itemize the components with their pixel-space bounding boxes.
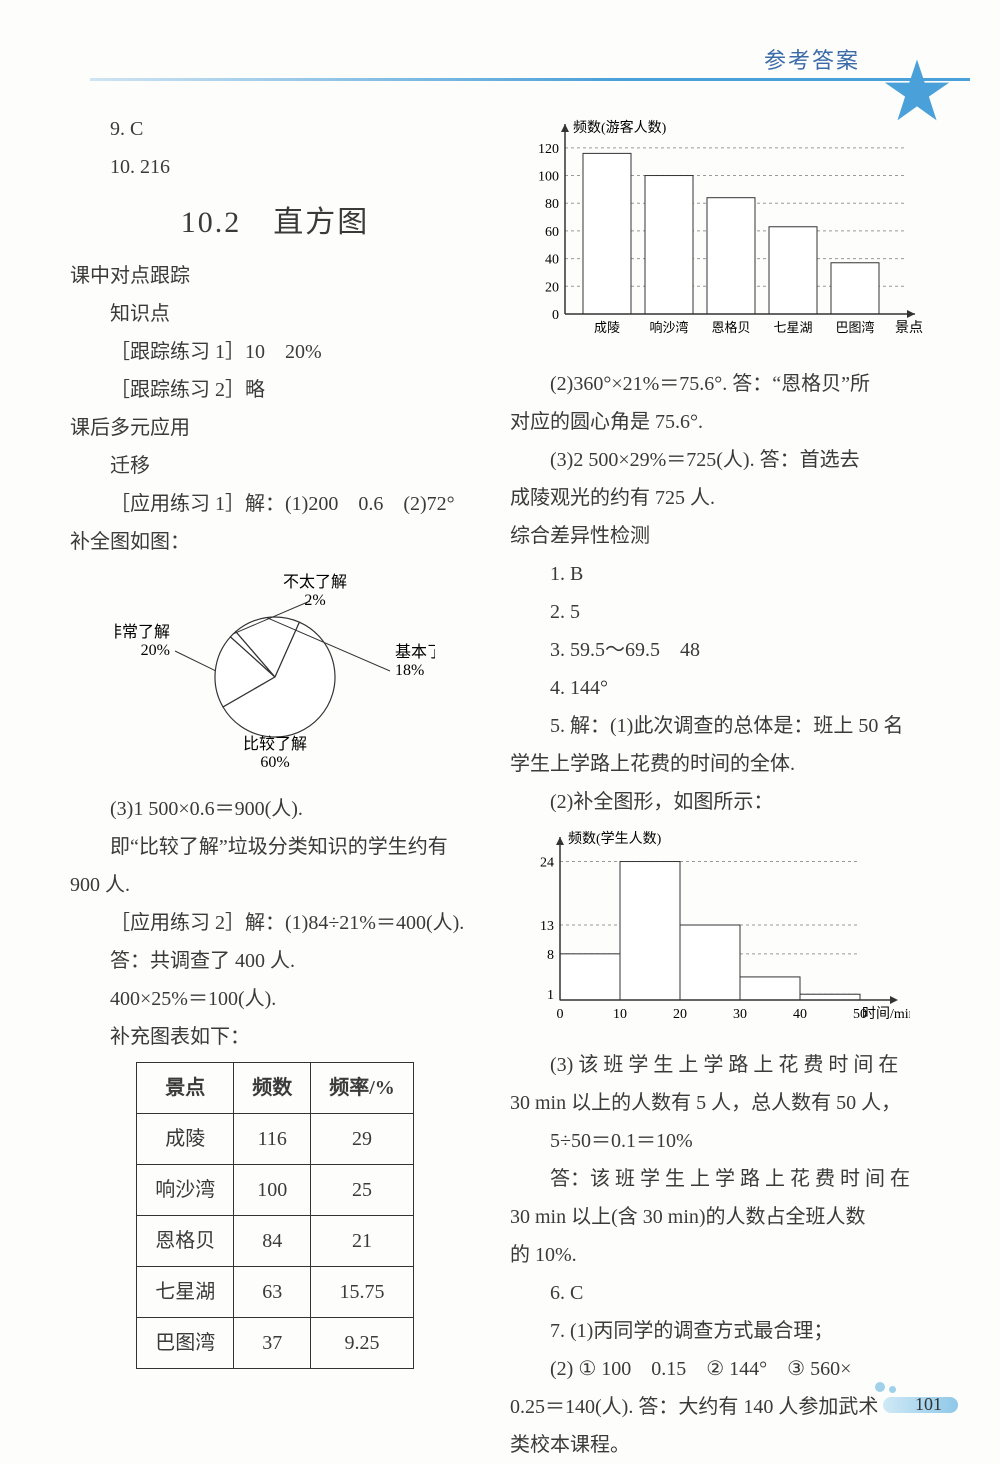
svg-text:2%: 2% [304, 592, 325, 609]
svg-text:成陵: 成陵 [594, 320, 620, 335]
d7d: 类校本课程。 [510, 1426, 930, 1464]
ans-9: 9. C [70, 110, 480, 148]
app1-line: ［应用练习 1］解：(1)200 0.6 (2)72° [70, 485, 480, 523]
table-header: 景点 [137, 1063, 234, 1114]
svg-text:景点: 景点 [895, 320, 923, 336]
d6: 6. C [510, 1274, 930, 1312]
track-ex2: ［跟踪练习 2］略 [70, 371, 480, 409]
d3: 3. 59.5～69.5 48 [510, 631, 930, 669]
ans-10: 10. 216 [70, 148, 480, 186]
svg-text:巴图湾: 巴图湾 [835, 320, 874, 335]
svg-text:13: 13 [540, 919, 554, 934]
svg-text:时间/min: 时间/min [862, 1006, 910, 1022]
d5a: 5. 解：(1)此次调查的总体是：班上 50 名 [510, 707, 930, 745]
page-number-badge: 101 [875, 1382, 965, 1422]
svg-text:响沙湾: 响沙湾 [649, 320, 688, 335]
histogram-1: 0 20 40 60 80 100 120 成陵 响沙湾 恩格贝 七星湖 巴图湾 频数(游客人数) 景点 [510, 114, 930, 357]
d5b: 学生上学路上花费的时间的全体. [510, 745, 930, 783]
d7c: 0.25＝140(人). 答：大约有 140 人参加武术 [510, 1388, 930, 1426]
right-column: 020406080100120成陵响沙湾恩格贝七星湖巴图湾频数(游客人数)景点 … [495, 110, 930, 1464]
svg-text:40: 40 [793, 1007, 807, 1022]
svg-text:100: 100 [538, 170, 559, 185]
svg-text:恩格贝: 恩格贝 [711, 320, 750, 335]
page-header: 参考答案 [30, 38, 970, 98]
svg-text:30: 30 [733, 1007, 747, 1022]
table-row: 七星湖6315.75 [137, 1267, 414, 1318]
svg-text:频数(学生人数): 频数(学生人数) [568, 831, 662, 847]
table-header: 频率/% [311, 1063, 414, 1114]
after-heading: 课后多元应用 [70, 409, 480, 447]
svg-text:8: 8 [547, 948, 554, 963]
app1-r3c: 900 人. [70, 866, 480, 904]
svg-text:60%: 60% [260, 754, 289, 767]
d5f: 5÷50＝0.1＝10% [510, 1122, 930, 1160]
svg-text:比较了解: 比较了解 [243, 735, 307, 753]
content-columns: 9. C 10. 216 10.2 直方图 课中对点跟踪 知识点 ［跟踪练习 1… [70, 110, 930, 1464]
table-row: 恩格贝8421 [137, 1216, 414, 1267]
left-column: 9. C 10. 216 10.2 直方图 课中对点跟踪 知识点 ［跟踪练习 1… [70, 110, 495, 1464]
d2: 2. 5 [510, 593, 930, 631]
app2-a: ［应用练习 2］解：(1)84÷21%＝400(人). [70, 904, 480, 942]
app1-r3: (3)1 500×0.6＝900(人). [70, 790, 480, 828]
table-row: 成陵11629 [137, 1114, 414, 1165]
track-knowledge: 知识点 [70, 295, 480, 333]
svg-text:基本了解: 基本了解 [395, 643, 435, 661]
r3b: 成陵观光的约有 725 人. [510, 479, 930, 517]
svg-text:80: 80 [545, 197, 559, 212]
d7a: 7. (1)丙同学的调查方式最合理； [510, 1312, 930, 1350]
histogram-2: 18132401020304050频数(学生人数)时间/min [510, 825, 930, 1038]
header-title: 参考答案 [764, 43, 860, 75]
svg-text:120: 120 [538, 142, 559, 157]
header-rule [90, 78, 970, 81]
d4: 4. 144° [510, 669, 930, 707]
track-heading: 课中对点跟踪 [70, 257, 480, 295]
svg-text:频数(游客人数): 频数(游客人数) [573, 119, 667, 136]
d5h: 30 min 以上(含 30 min)的人数占全班人数 [510, 1198, 930, 1236]
svg-text:60: 60 [545, 225, 559, 240]
pie-chart: 非常了解20% 不太了解2% 基本了解18% 比较了解60% [70, 567, 480, 780]
svg-text:10: 10 [613, 1007, 627, 1022]
svg-text:24: 24 [540, 856, 554, 871]
svg-text:20: 20 [673, 1007, 687, 1022]
svg-text:七星湖: 七星湖 [773, 320, 812, 335]
svg-text:不太了解: 不太了解 [283, 573, 347, 591]
app2-c: 400×25%＝100(人). [70, 980, 480, 1018]
d5g: 答：该 班 学 生 上 学 路 上 花 费 时 间 在 [510, 1160, 930, 1198]
d5c: (2)补全图形，如图所示： [510, 783, 930, 821]
app1-r3b: 即“比较了解”垃圾分类知识的学生约有 [70, 828, 480, 866]
d7b: (2) ① 100 0.15 ② 144° ③ 560× [510, 1350, 930, 1388]
d5d: (3) 该 班 学 生 上 学 路 上 花 费 时 间 在 [510, 1046, 930, 1084]
d5i: 的 10%. [510, 1236, 930, 1274]
svg-text:18%: 18% [395, 662, 424, 679]
svg-text:非常了解: 非常了解 [115, 623, 170, 641]
r2b: 对应的圆心角是 75.6°. [510, 403, 930, 441]
d5e: 30 min 以上的人数有 5 人，总人数有 50 人， [510, 1084, 930, 1122]
r2: (2)360°×21%＝75.6°. 答：“恩格贝”所 [510, 365, 930, 403]
svg-text:20: 20 [545, 280, 559, 295]
svg-text:20%: 20% [141, 642, 170, 659]
diff-heading: 综合差异性检测 [510, 517, 930, 555]
table-row: 巴图湾379.25 [137, 1318, 414, 1369]
app2-d: 补充图表如下： [70, 1018, 480, 1056]
svg-text:0: 0 [557, 1007, 564, 1022]
r3: (3)2 500×29%＝725(人). 答：首选去 [510, 441, 930, 479]
section-title: 10.2 直方图 [70, 194, 480, 251]
frequency-table: 景点频数频率/%成陵11629响沙湾10025恩格贝8421七星湖6315.75… [136, 1062, 414, 1369]
svg-text:40: 40 [545, 253, 559, 268]
d1: 1. B [510, 555, 930, 593]
after-migrate: 迁移 [70, 447, 480, 485]
app1-fill: 补全图如图： [70, 523, 480, 561]
table-row: 响沙湾10025 [137, 1165, 414, 1216]
svg-text:1: 1 [547, 988, 554, 1003]
svg-text:0: 0 [552, 308, 559, 323]
app2-b: 答：共调查了 400 人. [70, 942, 480, 980]
page-number: 101 [915, 1394, 942, 1415]
table-header: 频数 [234, 1063, 311, 1114]
track-ex1: ［跟踪练习 1］10 20% [70, 333, 480, 371]
